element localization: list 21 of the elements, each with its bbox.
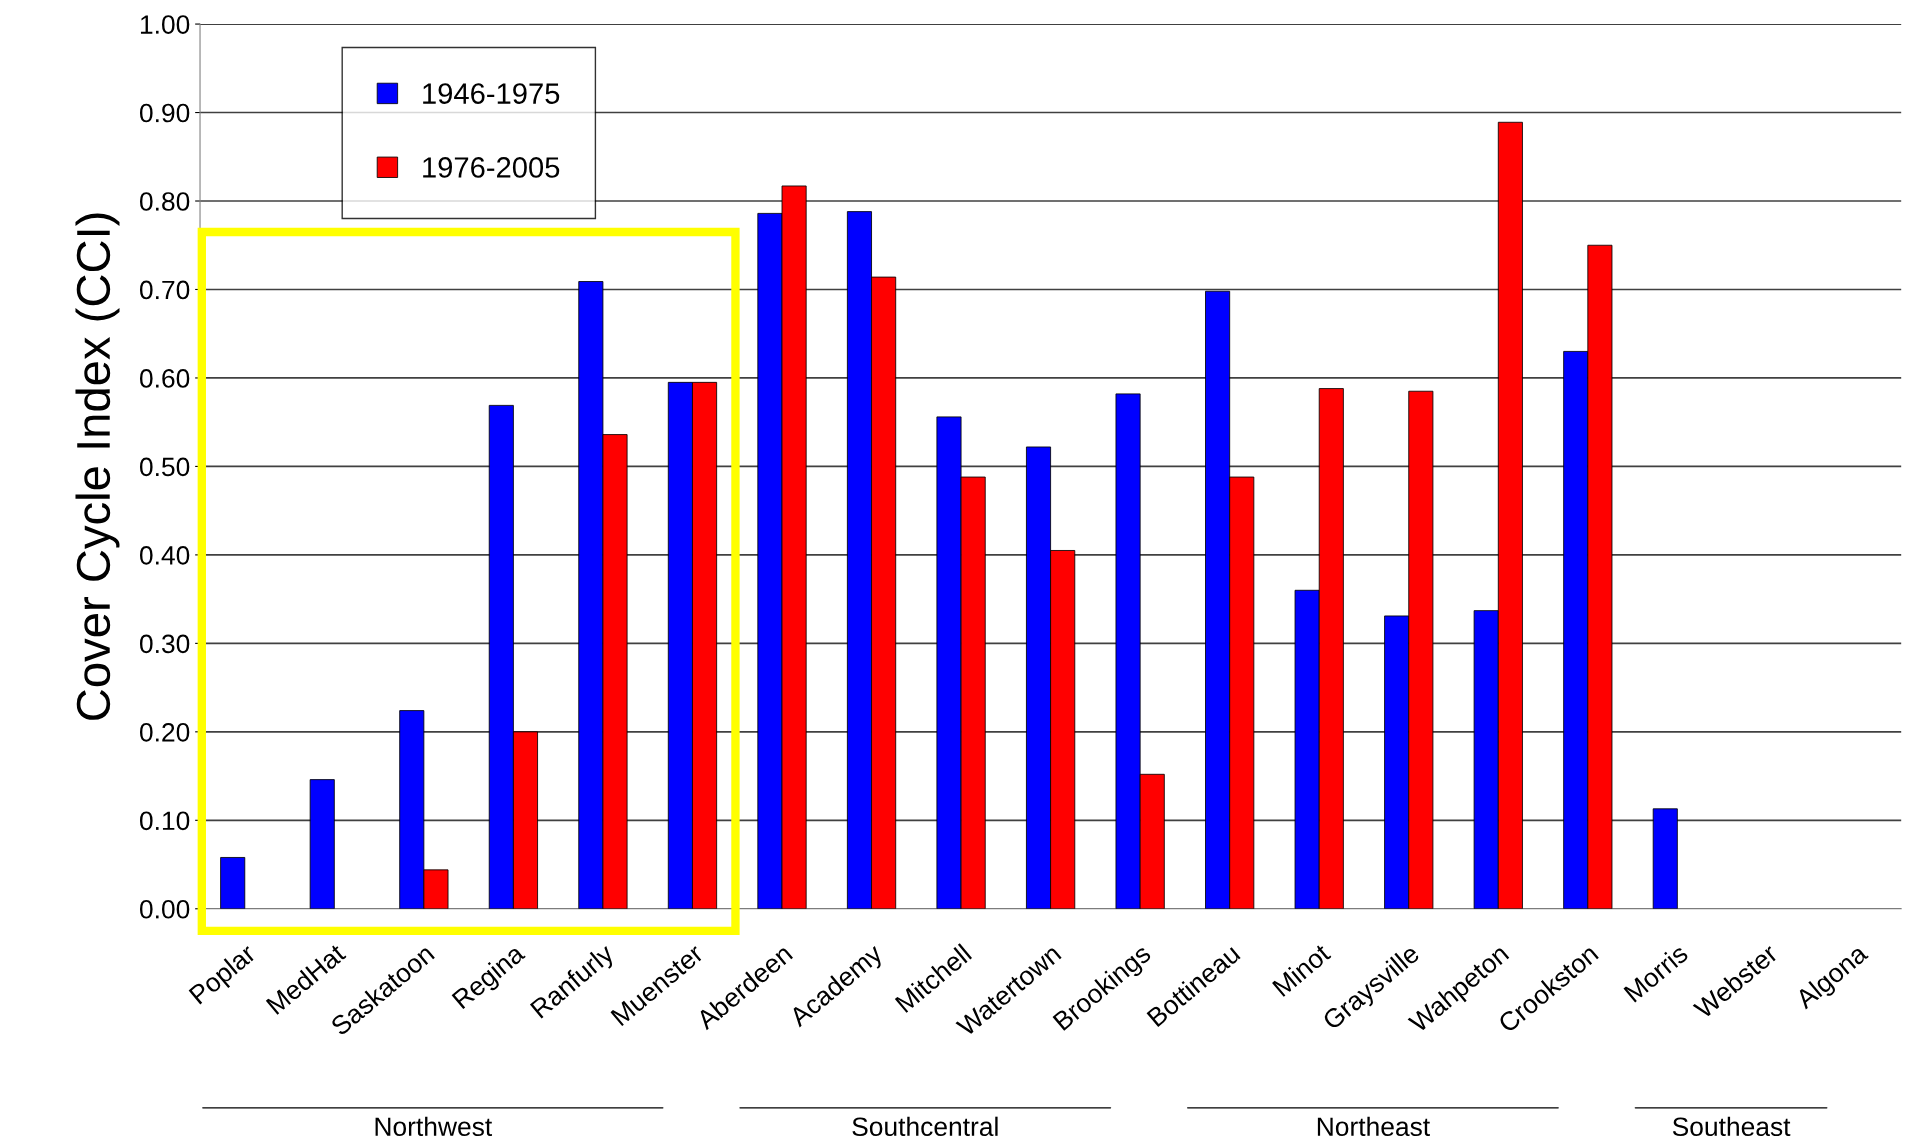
y-tick-label: 0.30	[139, 634, 190, 654]
y-tick-label: 1.00	[140, 15, 190, 34]
text: Northeast	[1317, 1116, 1430, 1137]
y-tick-label: 0.40	[139, 546, 190, 565]
y-tick-label: 0.80	[139, 192, 190, 211]
text: Southcentral	[852, 1116, 998, 1137]
legend-label: 1976-2005	[423, 157, 560, 178]
y-tick-label: 0.90	[139, 103, 190, 123]
bar	[220, 857, 246, 909]
text: Southeast	[1672, 1116, 1791, 1137]
y-tick-label: 0.10	[139, 811, 190, 831]
bar	[1652, 808, 1678, 909]
y-tick-label: 0.00	[139, 899, 190, 919]
y-tick-label: 0.60	[139, 369, 190, 388]
y-tick-label: 0.70	[139, 280, 190, 300]
legend-label: 1946-1975	[423, 83, 560, 104]
bar	[309, 779, 335, 909]
text: Northwest	[375, 1116, 493, 1137]
y-axis-title: Cover Cycle Index (CCI)	[75, 213, 120, 720]
y-tick-label: 0.20	[139, 722, 190, 742]
y-tick-label: 0.50	[139, 457, 190, 477]
